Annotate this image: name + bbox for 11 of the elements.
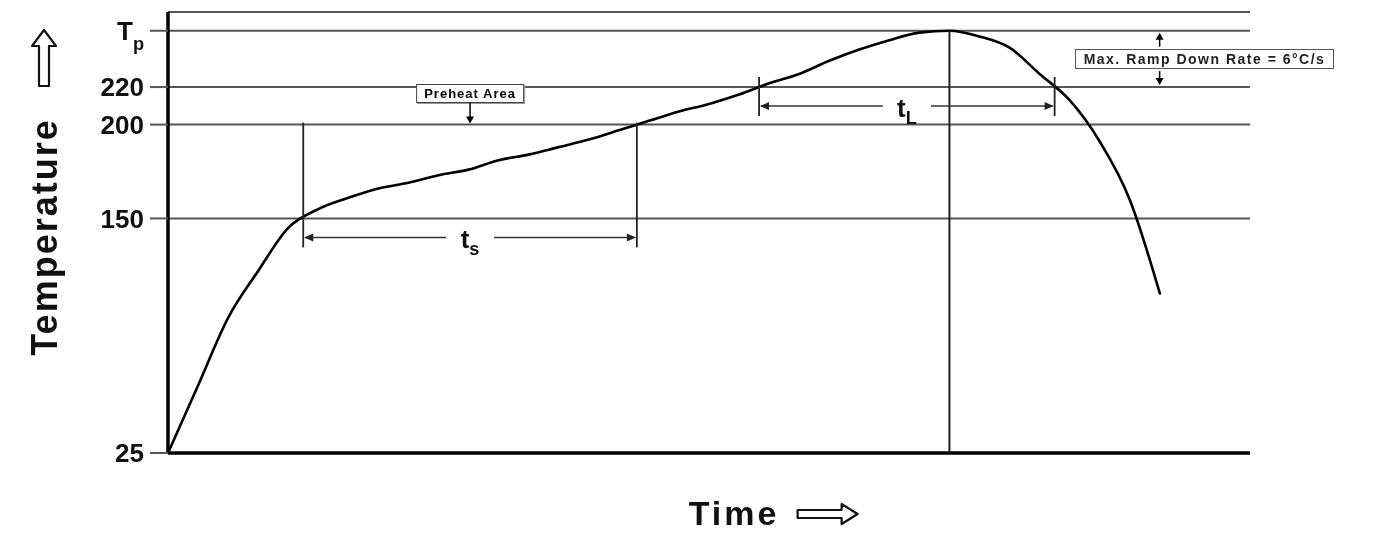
y-tick-label: T$_{p}$: [116, 15, 144, 54]
x-axis-title: Time: [688, 494, 780, 533]
y-tick-label: 220: [100, 72, 144, 103]
annotation: t$_{L}$: [896, 93, 917, 129]
y-tick-label: 150: [100, 203, 144, 234]
annotation: Preheat Area: [416, 83, 524, 103]
y-axis-title: Temperature: [23, 118, 65, 356]
annotation: t$_{s}$: [460, 224, 480, 260]
y-tick-label: 25: [115, 438, 144, 469]
annotation: Max. Ramp Down Rate = 6°C/s: [1074, 48, 1335, 69]
y-tick-label: 200: [100, 109, 144, 140]
